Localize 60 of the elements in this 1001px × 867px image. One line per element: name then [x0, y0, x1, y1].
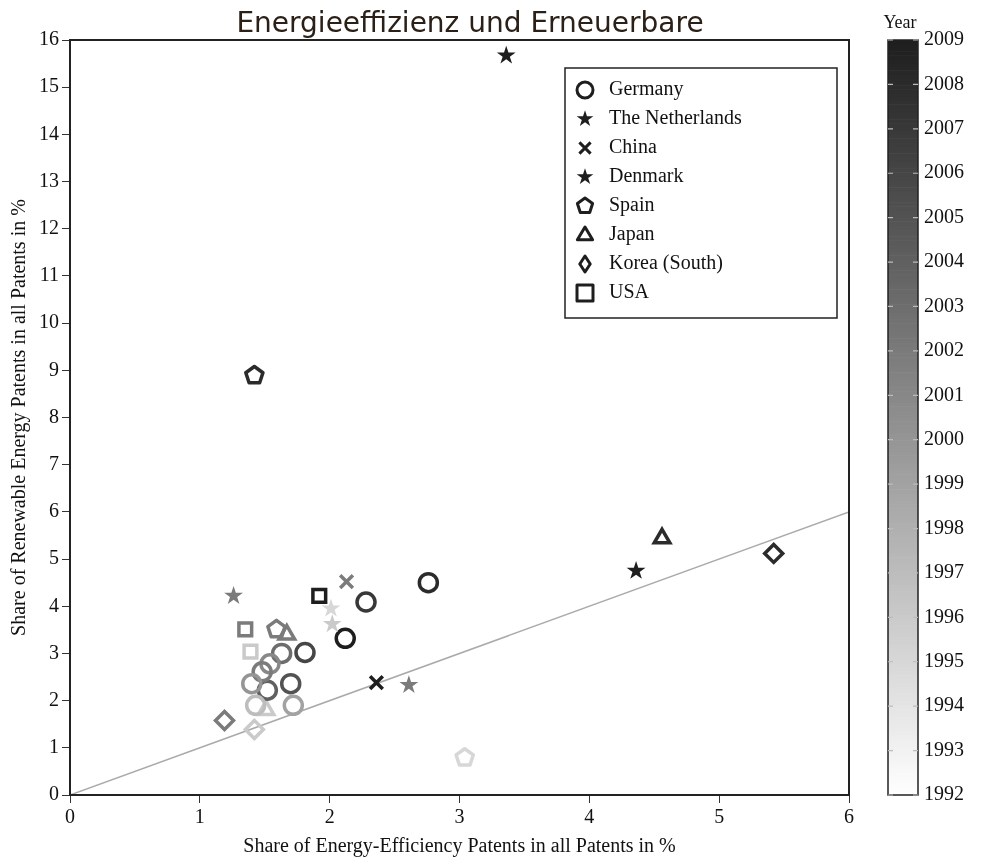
point — [279, 672, 302, 695]
legend-label: Spain — [609, 193, 655, 217]
legend-label: China — [609, 135, 657, 158]
color-bar-title: Year — [883, 12, 917, 32]
color-bar-label: 1994 — [924, 693, 964, 716]
y-tick-label: 4 — [49, 593, 59, 616]
y-tick-label: 16 — [39, 27, 59, 50]
y-tick-label: 11 — [39, 263, 59, 286]
y-tick-label: 2 — [49, 687, 59, 710]
y-tick-label: 7 — [49, 451, 59, 474]
color-bar-label: 2000 — [924, 426, 964, 449]
point — [241, 672, 263, 695]
y-axis-title: Share of Renewable Energy Patents in all Patents in % — [7, 199, 31, 636]
y-tick-label: 14 — [39, 121, 59, 144]
color-bar-label: 2002 — [924, 338, 964, 361]
color-bar-label: 1993 — [924, 737, 964, 760]
legend-label: Germany — [609, 77, 684, 101]
point — [294, 641, 316, 664]
y-tick-label: 12 — [39, 216, 59, 238]
color-bar-label: 2001 — [924, 382, 964, 405]
x-tick-label: 4 — [584, 805, 595, 828]
y-tick-label: 1 — [49, 735, 59, 758]
chart-title: Energieeffizienz und Erneuerbare — [236, 6, 704, 39]
color-bar-label: 2008 — [924, 71, 964, 94]
legend-label: USA — [609, 280, 650, 303]
y-tick-label: 15 — [39, 74, 59, 97]
legend-label: Korea (South) — [609, 251, 723, 275]
color-bar-label: 1999 — [924, 471, 964, 494]
color-bar-label: 2006 — [924, 160, 964, 183]
color-bar-label: 1997 — [924, 560, 964, 583]
color-bar-label: 2009 — [924, 27, 964, 50]
legend-label: Denmark — [609, 164, 684, 187]
y-tick-label: 8 — [49, 404, 59, 427]
point — [355, 591, 377, 613]
y-tick-label: 13 — [39, 168, 59, 191]
color-bar-label: 2004 — [924, 249, 964, 272]
y-tick-label: 10 — [39, 310, 59, 333]
x-tick-label: 3 — [454, 805, 465, 828]
y-tick-label: 5 — [49, 546, 59, 569]
color-bar-label: 1992 — [924, 782, 964, 805]
point — [244, 694, 267, 717]
color-bar-label: 1995 — [924, 649, 964, 672]
x-tick-label: 0 — [65, 805, 75, 828]
color-bar-label: 2005 — [924, 204, 964, 227]
color-bar-label: 1996 — [924, 604, 964, 627]
x-tick-label: 5 — [714, 805, 725, 828]
legend-label: Japan — [609, 222, 655, 246]
y-tick-label: 9 — [49, 357, 59, 380]
x-tick-label: 6 — [844, 805, 854, 828]
y-tick-label: 6 — [49, 499, 59, 522]
x-axis-title: Share of Energy-Efficiency Patents in all Patents in % — [243, 834, 676, 858]
x-tick-label: 2 — [324, 805, 335, 828]
y-tick-label: 0 — [49, 782, 59, 805]
color-bar-label: 2007 — [924, 116, 964, 139]
x-tick-label: 1 — [194, 805, 205, 828]
y-tick-label: 3 — [49, 640, 59, 663]
color-bar-label: 2003 — [924, 293, 964, 316]
color-bar-label: 1998 — [924, 515, 964, 538]
legend-label: The Netherlands — [609, 106, 742, 129]
point — [282, 694, 305, 717]
